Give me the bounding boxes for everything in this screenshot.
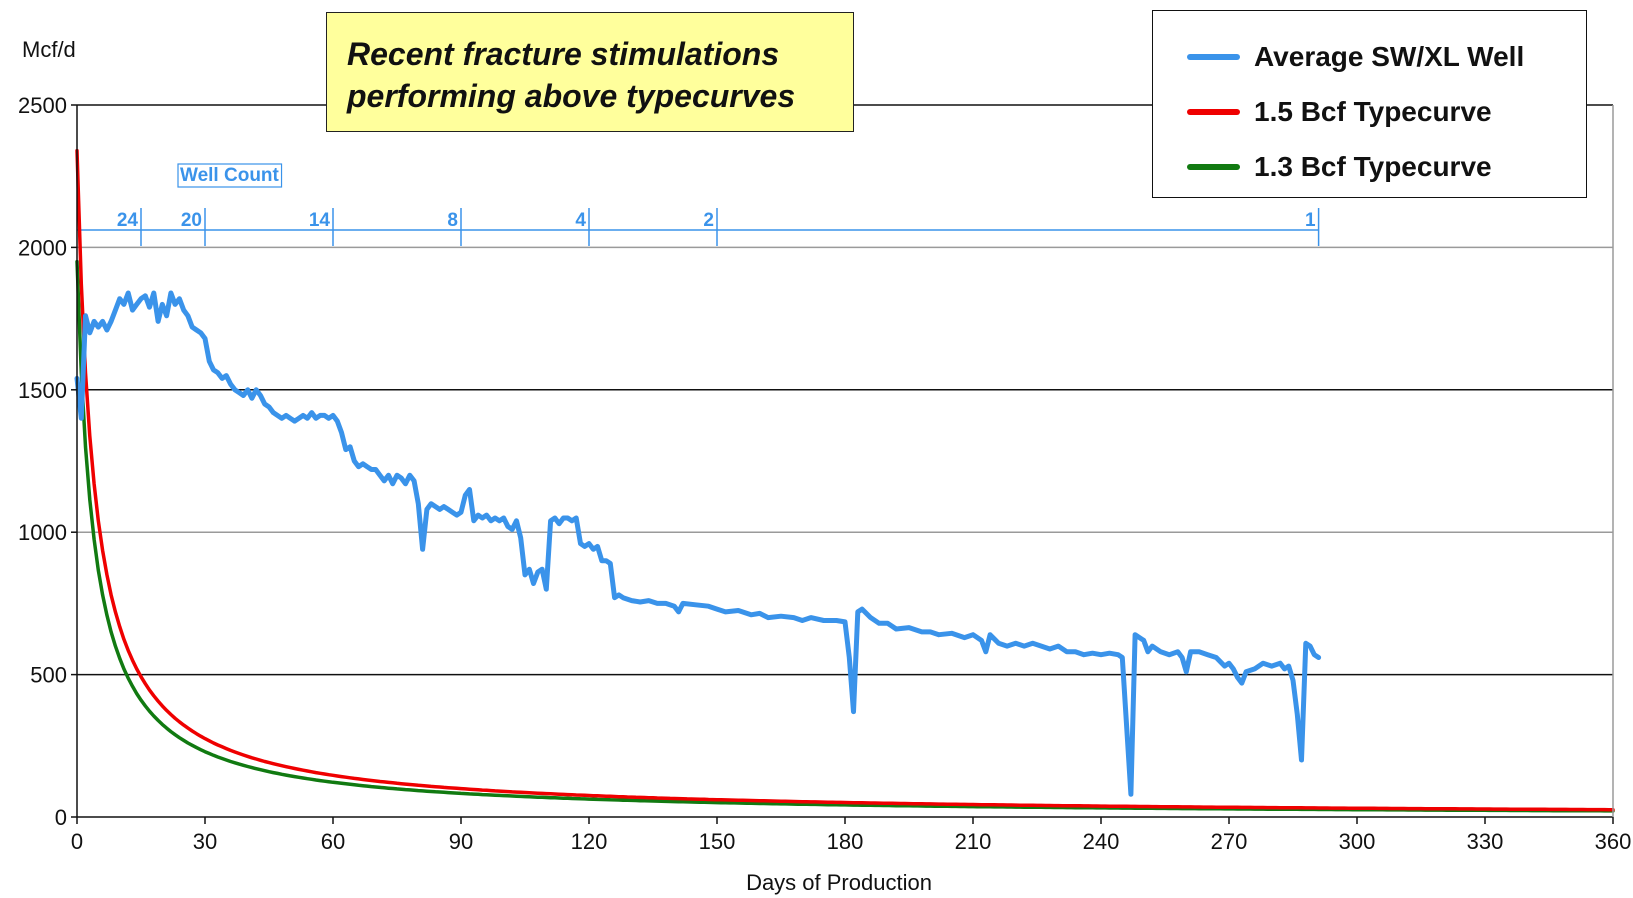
well-count-label-2: 2: [703, 210, 714, 231]
well-count-title-box: [177, 163, 283, 188]
well-count-label-4: 4: [575, 210, 586, 231]
annotation-line-1: Recent fracture stimulations: [347, 36, 780, 72]
well-count-track: 24 20 14 8 4 2 1 Well Count: [77, 163, 1320, 246]
well-count-label-14: 14: [309, 210, 331, 231]
y-axis-title: Mcf/d: [22, 37, 76, 62]
legend-swatch-1-5-bcf: [1187, 108, 1240, 115]
x-tick-label-330: 330: [1467, 829, 1504, 854]
legend-item-average-well: Average SW/XL Well: [1153, 29, 1586, 84]
x-tick-label-210: 210: [955, 829, 992, 854]
legend-item-1-5-bcf: 1.5 Bcf Typecurve: [1153, 84, 1586, 139]
y-tick-label-0: 0: [55, 805, 67, 830]
y-tick-label-2000: 2000: [18, 235, 67, 260]
well-count-label-8: 8: [447, 210, 458, 231]
annotation-box: Recent fracture stimulations performing …: [326, 12, 854, 132]
x-tick-label-270: 270: [1211, 829, 1248, 854]
legend-swatch-average-well: [1187, 53, 1240, 60]
x-axis-title: Days of Production: [746, 870, 932, 895]
x-tick-label-120: 120: [571, 829, 608, 854]
x-tick-label-90: 90: [449, 829, 473, 854]
y-tick-label-500: 500: [30, 663, 67, 688]
x-tick-label-0: 0: [71, 829, 83, 854]
well-count-label-20: 20: [181, 210, 202, 231]
series-line-average-sw-xl-well: [74, 290, 1322, 797]
legend-swatch-1-3-bcf: [1187, 163, 1240, 170]
well-count-title: Well Count: [180, 165, 280, 186]
legend-label-1-5-bcf: 1.5 Bcf Typecurve: [1254, 95, 1492, 127]
x-tick-label-300: 300: [1339, 829, 1376, 854]
well-count-label-1: 1: [1305, 210, 1316, 231]
y-tick-label-1000: 1000: [18, 520, 67, 545]
x-tick-label-360: 360: [1595, 829, 1632, 854]
x-tick-label-240: 240: [1083, 829, 1120, 854]
legend: Average SW/XL Well 1.5 Bcf Typecurve 1.3…: [1152, 10, 1587, 198]
annotation-line-2: performing above typecurves: [347, 78, 796, 114]
y-tick-label-2500: 2500: [18, 93, 67, 118]
series-line-1-5-bcf-typecurve: [75, 148, 1615, 812]
x-tick-label-150: 150: [699, 829, 736, 854]
series-layer: [74, 148, 1615, 813]
legend-item-1-3-bcf: 1.3 Bcf Typecurve: [1153, 139, 1586, 194]
legend-label-1-3-bcf: 1.3 Bcf Typecurve: [1254, 150, 1492, 182]
legend-label-average-well: Average SW/XL Well: [1254, 40, 1525, 72]
series-line-1-3-bcf-typecurve: [75, 259, 1615, 813]
x-tick-label-180: 180: [827, 829, 864, 854]
x-tick-label-30: 30: [193, 829, 217, 854]
x-tick-label-60: 60: [321, 829, 345, 854]
well-count-label-24: 24: [117, 210, 139, 231]
y-tick-label-1500: 1500: [18, 378, 67, 403]
